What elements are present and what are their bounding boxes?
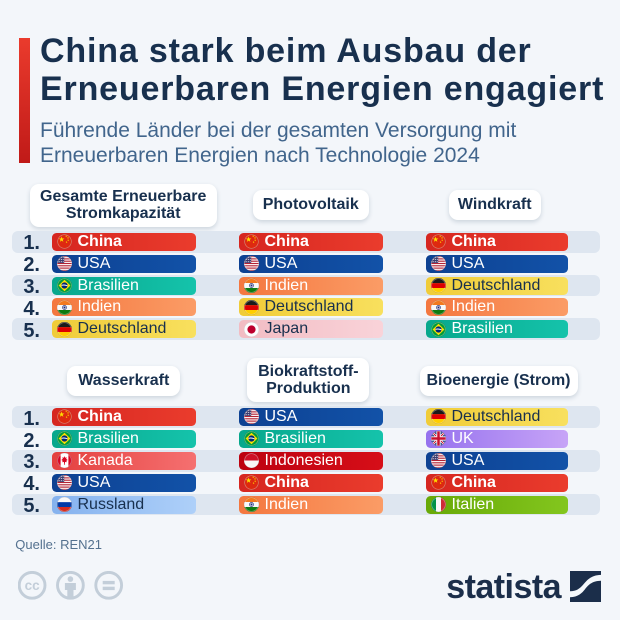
svg-text:cc: cc <box>25 578 41 593</box>
